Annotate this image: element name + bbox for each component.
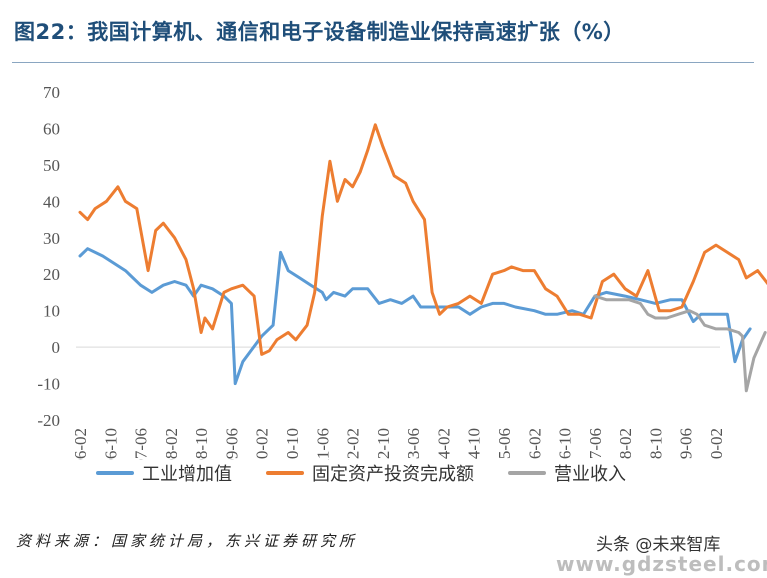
- x-tick-label-2: 2007-06: [132, 428, 151, 460]
- y-tick-label-4: 30: [43, 229, 60, 248]
- x-tick-label-12: 2014-02: [434, 428, 453, 460]
- x-tick-label-5: 2009-06: [222, 428, 241, 460]
- x-tick-label-1: 2006-10: [101, 428, 120, 460]
- legend-swatch-investment: [266, 471, 304, 475]
- y-tick-label-0: 70: [43, 83, 60, 102]
- x-tick-label-15: 2016-02: [525, 428, 544, 460]
- series-line-0: [78, 247, 752, 386]
- x-tick-label-7: 2010-10: [283, 428, 302, 460]
- x-tick-label-9: 2012-02: [344, 428, 363, 460]
- chart-title: 图22：我国计算机、通信和电子设备制造业保持高速扩张（%）: [14, 20, 625, 44]
- legend-item-revenue: 营业收入: [508, 460, 626, 486]
- y-tick-label-3: 40: [43, 192, 60, 211]
- x-tick-label-0: 2006-02: [71, 428, 90, 460]
- legend-label-industrial: 工业增加值: [142, 464, 232, 485]
- x-tick-label-4: 2008-10: [192, 428, 211, 460]
- y-tick-label-2: 50: [43, 156, 60, 175]
- x-tick-label-17: 2017-06: [586, 428, 605, 460]
- y-tick-label-1: 60: [43, 119, 60, 138]
- series-line-2: [593, 294, 767, 393]
- legend-swatch-revenue: [508, 471, 546, 475]
- line-chart: 70 60 50 40 30 20 10 0 -10 -20 2006-02 2006-10 2007-…: [37, 83, 767, 460]
- watermark-url: www.gdzsteel.com: [556, 552, 767, 576]
- series-layer: [78, 123, 767, 393]
- legend-item-industrial: 工业增加值: [96, 460, 232, 486]
- source-note: 资料来源：国家统计局，东兴证券研究所: [16, 532, 359, 550]
- x-tick-label-3: 2008-02: [162, 428, 181, 460]
- x-tick-label-16: 2016-10: [556, 428, 575, 460]
- x-tick-label-18: 2018-02: [616, 428, 635, 460]
- legend-label-investment: 固定资产投资完成额: [312, 464, 474, 485]
- x-tick-label-6: 2010-02: [253, 428, 272, 460]
- y-tick-label-7: 0: [52, 338, 61, 357]
- x-tick-label-21: 2020-02: [707, 428, 726, 460]
- x-tick-label-19: 2018-10: [646, 428, 665, 460]
- chart-legend: 工业增加值 固定资产投资完成额 营业收入: [96, 460, 626, 486]
- x-tick-label-8: 2011-06: [313, 428, 332, 460]
- x-tick-label-10: 2012-10: [374, 428, 393, 460]
- x-tick-label-14: 2015-06: [495, 428, 514, 460]
- legend-label-revenue: 营业收入: [554, 464, 626, 485]
- legend-swatch-industrial: [96, 471, 134, 475]
- axis-layer: 70 60 50 40 30 20 10 0 -10 -20 2006-02 2006-10 2007-…: [37, 83, 726, 460]
- x-tick-label-11: 2013-06: [404, 428, 423, 460]
- title-divider: [12, 62, 754, 63]
- legend-item-investment: 固定资产投资完成额: [266, 460, 474, 486]
- x-tick-label-13: 2014-10: [465, 428, 484, 460]
- y-tick-label-9: -20: [37, 411, 60, 430]
- watermark-handle: 头条 @未来智库: [596, 535, 721, 555]
- y-tick-label-8: -10: [37, 375, 60, 394]
- y-tick-label-5: 20: [43, 265, 60, 284]
- series-line-1: [78, 123, 767, 356]
- x-tick-label-20: 2019-06: [677, 428, 696, 460]
- y-tick-label-6: 10: [43, 302, 60, 321]
